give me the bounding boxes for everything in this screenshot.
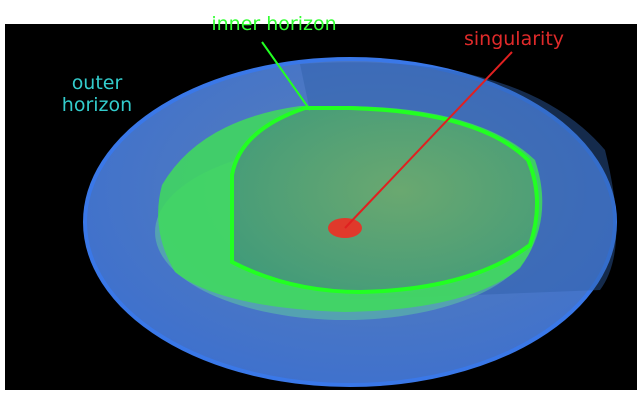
inner-label: inner horizon	[211, 13, 336, 35]
singularity-label: singularity	[464, 28, 564, 50]
inner-cutaway	[230, 106, 539, 295]
outer-label: horizon	[62, 94, 132, 116]
inner-pointer	[261, 41, 311, 111]
outer-label: outer	[72, 72, 123, 94]
singularity-pointer	[344, 51, 513, 229]
